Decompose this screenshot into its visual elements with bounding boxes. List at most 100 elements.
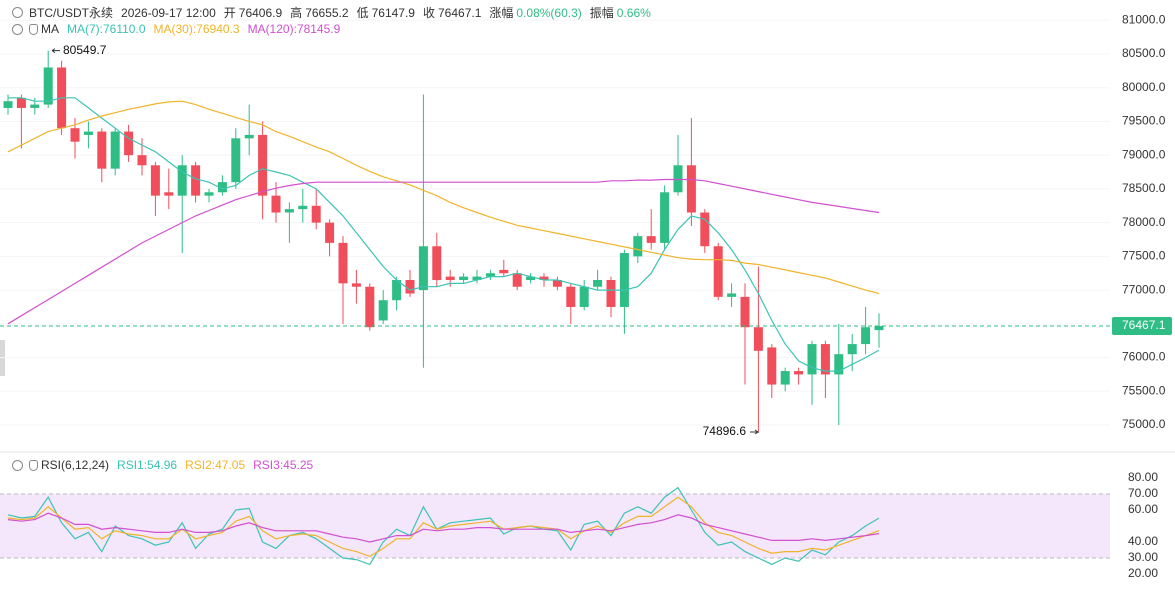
y-tick-label: 75000.0 — [1122, 417, 1166, 431]
candle-body — [284, 209, 294, 213]
candle-body — [30, 104, 40, 108]
y-tick-label: 40.00 — [1128, 534, 1158, 548]
indicator-name: MA — [41, 22, 59, 36]
legend-entry: RSI1:54.96 — [117, 458, 178, 472]
header-value: 76467.1 — [438, 5, 482, 20]
candle-body — [579, 286, 589, 307]
candle-body — [244, 134, 254, 139]
indicator-line — [8, 97, 880, 372]
candle-body — [660, 192, 670, 243]
header-value: 76655.2 — [305, 5, 349, 20]
candle-body — [499, 269, 509, 274]
rsi-band — [0, 494, 1110, 559]
y-tick-label: 80.00 — [1128, 470, 1158, 484]
candle-body — [16, 97, 26, 108]
header-value: 76406.9 — [238, 5, 283, 20]
indicator-line — [7, 496, 880, 558]
y-tick-label: 30.00 — [1128, 550, 1158, 564]
candle-body — [124, 131, 134, 156]
y-tick-label: 80500.0 — [1122, 46, 1166, 60]
candle-body — [807, 344, 817, 375]
candle-body — [552, 279, 562, 287]
candle-body — [780, 371, 790, 385]
candle-body — [191, 165, 201, 196]
max-label: 80549.7 — [63, 43, 107, 57]
y-tick-label: 79500.0 — [1122, 114, 1166, 128]
toggle-icon[interactable] — [12, 23, 23, 35]
candle-body — [97, 131, 107, 169]
candle-body — [432, 246, 442, 280]
candle-body — [445, 276, 455, 280]
candle-body — [83, 131, 93, 135]
candle-body — [217, 182, 227, 193]
candle-body — [271, 195, 281, 213]
candle-body — [753, 327, 763, 351]
candle-body — [325, 222, 335, 243]
candle-body — [834, 354, 844, 375]
indicator-line — [7, 486, 880, 566]
alert-icon[interactable] — [29, 459, 38, 471]
candle-body — [847, 344, 857, 355]
legend-entry: RSI3:45.25 — [253, 458, 314, 472]
y-tick-label: 77000.0 — [1122, 282, 1166, 296]
header-text: 2026-09-17 12:00 — [121, 5, 216, 20]
candle-body — [526, 276, 536, 280]
candle-body — [593, 279, 603, 287]
candle-body — [794, 371, 804, 375]
candle-body — [231, 138, 241, 183]
header-value: 0.66% — [616, 5, 651, 20]
candle-body — [365, 286, 375, 328]
candle-body — [740, 296, 750, 328]
header-text: BTC/USDT永续 — [29, 6, 114, 20]
alert-icon[interactable] — [29, 23, 38, 35]
candle-body — [713, 246, 723, 297]
candle-body — [418, 246, 428, 291]
y-tick-label: 81000.0 — [1122, 12, 1166, 26]
header-value: 76147.9 — [371, 5, 415, 20]
candle-body — [405, 279, 415, 294]
toggle-icon[interactable] — [12, 7, 23, 18]
candle-body — [459, 276, 469, 280]
candle-body — [633, 236, 643, 257]
toggle-icon[interactable] — [12, 459, 23, 471]
header-label: 振幅 — [589, 6, 614, 20]
candle-body — [43, 67, 53, 105]
ma-legend: MA MA(7):76110.0 MA(30):76940.3 MA(120):781… — [12, 22, 348, 36]
candle-body — [673, 165, 683, 193]
y-tick-label: 76000.0 — [1122, 350, 1166, 364]
candle-body — [378, 300, 388, 321]
candle-body — [646, 236, 656, 243]
min-label: 74896.6 — [703, 424, 747, 438]
max-arrow — [51, 48, 60, 54]
candle-body — [204, 192, 214, 196]
candle-body — [512, 273, 522, 287]
candle-body — [619, 252, 629, 307]
candle-body — [566, 286, 576, 307]
candle-body — [874, 326, 884, 331]
y-tick-label: 79000.0 — [1122, 147, 1166, 161]
candle-body — [338, 242, 348, 284]
header-label: 低 — [356, 6, 369, 20]
candle-body — [472, 276, 482, 280]
candle-body — [258, 134, 268, 196]
legend-entry: MA(120):78145.9 — [247, 22, 341, 36]
rsi-legend: RSI(6,12,24) RSI1:54.96 RSI2:47.05 RSI3:45.… — [12, 458, 321, 472]
candle-body — [700, 212, 710, 247]
y-tick-label: 20.00 — [1128, 566, 1158, 580]
candle-body — [110, 131, 120, 169]
header-label: 收 — [422, 6, 435, 20]
header-label: 高 — [290, 6, 303, 20]
candle-body — [3, 101, 13, 108]
indicator-line — [7, 512, 880, 543]
header-value: 0.08%(60.3) — [516, 5, 582, 20]
legend-entry: MA(30):76940.3 — [153, 22, 240, 36]
candle-body — [820, 344, 830, 375]
header-label: 涨幅 — [489, 6, 514, 20]
indicator-name: RSI(6,12,24) — [41, 458, 110, 472]
candle-body — [137, 155, 147, 166]
y-tick-label: 70.00 — [1128, 486, 1158, 500]
candle-body — [686, 165, 696, 213]
min-arrow — [750, 429, 760, 435]
